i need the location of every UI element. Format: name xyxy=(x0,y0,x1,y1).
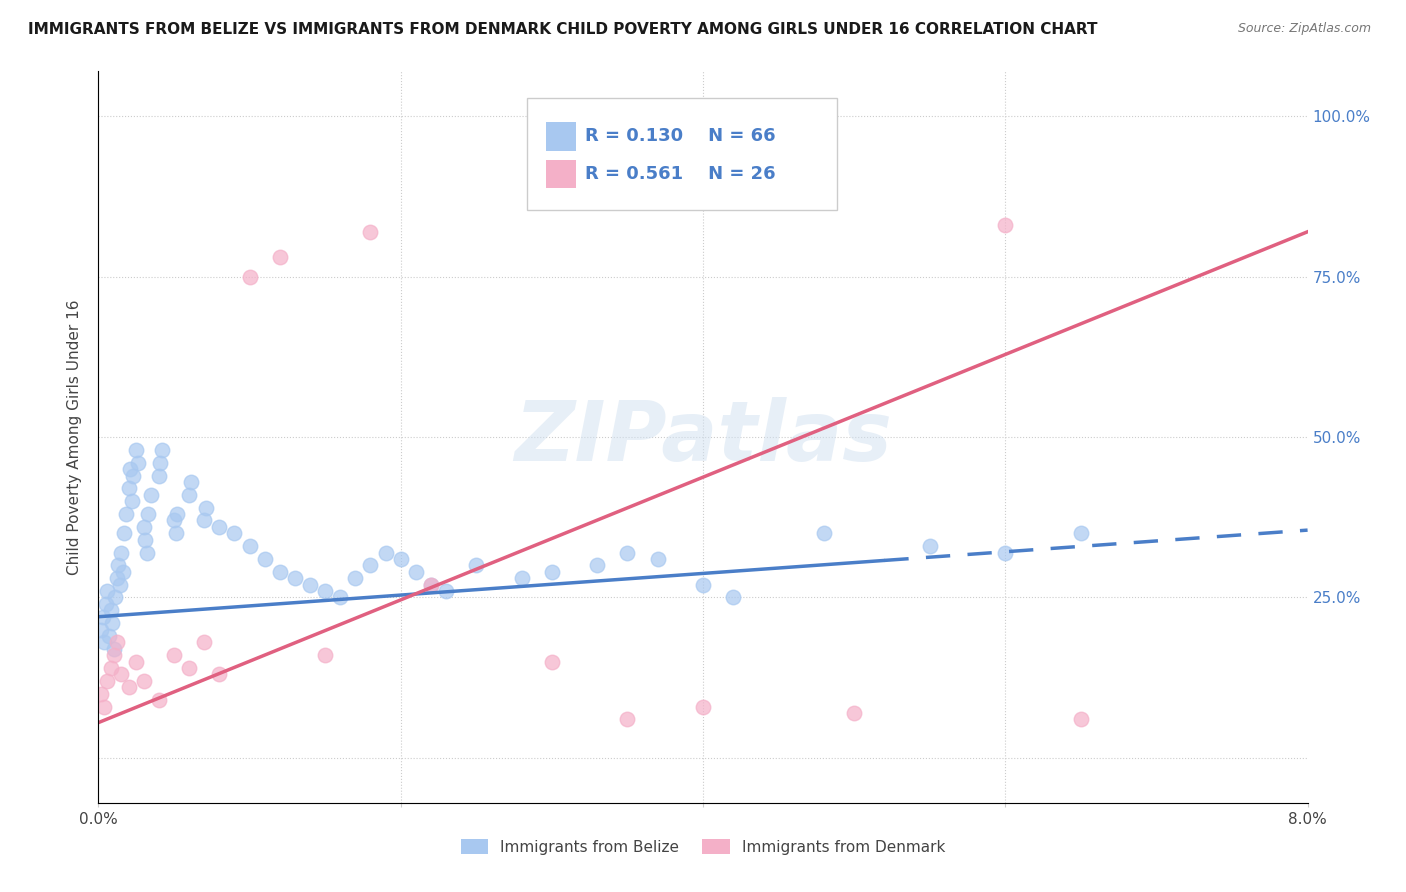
Text: IMMIGRANTS FROM BELIZE VS IMMIGRANTS FROM DENMARK CHILD POVERTY AMONG GIRLS UNDE: IMMIGRANTS FROM BELIZE VS IMMIGRANTS FRO… xyxy=(28,22,1098,37)
Point xyxy=(314,584,336,599)
Point xyxy=(692,577,714,591)
Point xyxy=(224,526,246,541)
Point xyxy=(299,577,322,591)
Point xyxy=(125,655,148,669)
Point xyxy=(122,468,145,483)
Point xyxy=(132,520,155,534)
Point xyxy=(136,507,159,521)
Point xyxy=(98,629,121,643)
Point xyxy=(91,609,114,624)
Point xyxy=(389,552,412,566)
Point xyxy=(208,520,231,534)
Point xyxy=(110,545,132,559)
Point xyxy=(193,514,215,528)
Point xyxy=(108,577,131,591)
Point xyxy=(165,526,187,541)
Point xyxy=(179,661,201,675)
Point xyxy=(103,641,125,656)
Point xyxy=(101,616,124,631)
Text: Source: ZipAtlas.com: Source: ZipAtlas.com xyxy=(1237,22,1371,36)
Point xyxy=(180,475,202,489)
Point xyxy=(94,597,117,611)
Point xyxy=(360,225,382,239)
Point xyxy=(114,507,136,521)
Point xyxy=(163,514,186,528)
Point xyxy=(96,673,118,688)
Point xyxy=(374,545,396,559)
Point xyxy=(1070,526,1092,541)
Point xyxy=(314,648,336,663)
Point xyxy=(90,623,112,637)
Point xyxy=(253,552,276,566)
Point xyxy=(118,482,141,496)
Point xyxy=(918,539,941,553)
Point xyxy=(465,558,488,573)
Point xyxy=(723,591,745,605)
Point xyxy=(105,571,128,585)
Text: ZIPatlas: ZIPatlas xyxy=(515,397,891,477)
Point xyxy=(110,667,132,681)
Point xyxy=(813,526,835,541)
Point xyxy=(149,456,172,470)
Point xyxy=(107,558,129,573)
Text: R = 0.130    N = 66: R = 0.130 N = 66 xyxy=(585,128,776,145)
Point xyxy=(269,251,291,265)
Point xyxy=(994,545,1017,559)
Point xyxy=(647,552,669,566)
Point xyxy=(125,442,148,457)
Point xyxy=(90,687,112,701)
Point xyxy=(93,699,115,714)
Point xyxy=(148,693,170,707)
Point xyxy=(208,667,231,681)
Point xyxy=(1070,712,1092,726)
Point xyxy=(844,706,866,720)
Point xyxy=(329,591,352,605)
Point xyxy=(193,635,215,649)
Point xyxy=(616,712,638,726)
Point xyxy=(360,558,382,573)
Point xyxy=(510,571,533,585)
Point xyxy=(540,655,562,669)
Point xyxy=(100,661,122,675)
Point xyxy=(96,584,118,599)
Point xyxy=(118,681,141,695)
Y-axis label: Child Poverty Among Girls Under 16: Child Poverty Among Girls Under 16 xyxy=(67,300,83,574)
Point xyxy=(405,565,427,579)
Point xyxy=(135,545,157,559)
Point xyxy=(141,488,163,502)
Point xyxy=(105,635,128,649)
Text: R = 0.561    N = 26: R = 0.561 N = 26 xyxy=(585,165,776,183)
Point xyxy=(344,571,367,585)
Point xyxy=(163,648,186,663)
Point xyxy=(420,577,443,591)
Point xyxy=(103,648,125,663)
Point xyxy=(194,500,217,515)
Point xyxy=(112,526,135,541)
Point xyxy=(104,591,127,605)
Point xyxy=(100,603,122,617)
Point xyxy=(121,494,143,508)
Point xyxy=(239,269,262,284)
Point xyxy=(284,571,307,585)
Point xyxy=(134,533,156,547)
Point xyxy=(420,577,443,591)
Point xyxy=(239,539,262,553)
Point xyxy=(127,456,149,470)
Point xyxy=(586,558,609,573)
Point xyxy=(166,507,188,521)
Point xyxy=(692,699,714,714)
Point xyxy=(434,584,457,599)
Point xyxy=(120,462,142,476)
Point xyxy=(132,673,155,688)
Point xyxy=(994,219,1017,233)
Point xyxy=(93,635,115,649)
Legend: Immigrants from Belize, Immigrants from Denmark: Immigrants from Belize, Immigrants from … xyxy=(454,833,952,861)
Point xyxy=(179,488,201,502)
Point xyxy=(111,565,134,579)
Point xyxy=(616,545,638,559)
Point xyxy=(540,565,562,579)
Point xyxy=(148,468,170,483)
Point xyxy=(150,442,173,457)
Point xyxy=(269,565,291,579)
